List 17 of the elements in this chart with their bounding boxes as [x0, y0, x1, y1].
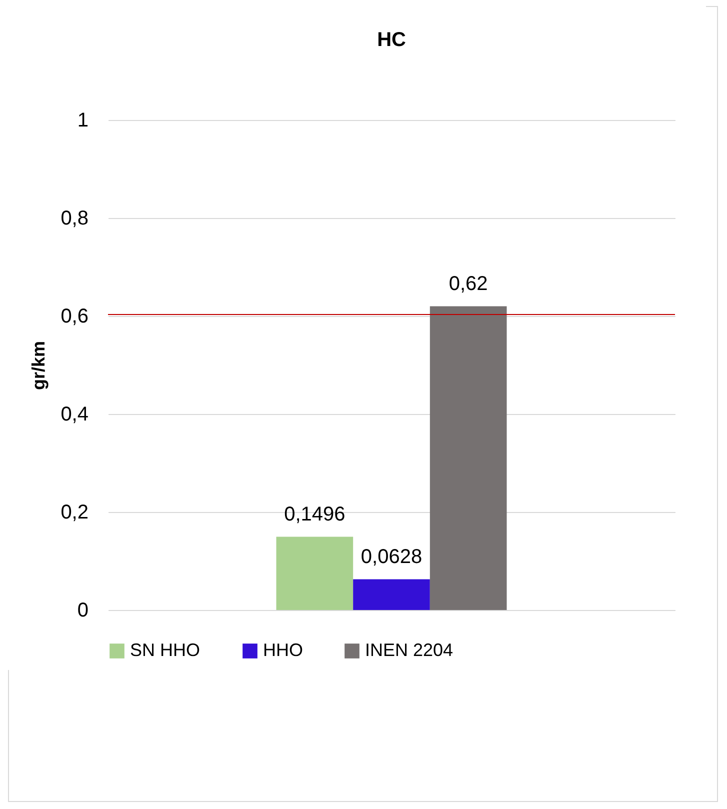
chart-title: HC [377, 29, 406, 51]
y-tick-label: 0 [77, 600, 88, 622]
y-tick-label: 0,6 [60, 306, 88, 328]
data-label: 0,0628 [360, 546, 422, 568]
legend-label: SN HHO [130, 640, 200, 660]
bar [430, 306, 507, 610]
y-tick-label: 0,4 [60, 404, 88, 426]
bar [353, 579, 430, 610]
y-tick-label: 1 [77, 110, 88, 132]
bar [276, 536, 354, 610]
legend-label: INEN 2204 [365, 640, 454, 660]
y-tick-label: 0,2 [60, 502, 88, 524]
y-tick-label: 0,8 [60, 208, 88, 230]
data-label: 0,1496 [284, 504, 346, 526]
data-label: 0,62 [448, 273, 488, 296]
legend-label: HHO [263, 640, 303, 660]
y-axis-title: gr/km [28, 340, 49, 390]
